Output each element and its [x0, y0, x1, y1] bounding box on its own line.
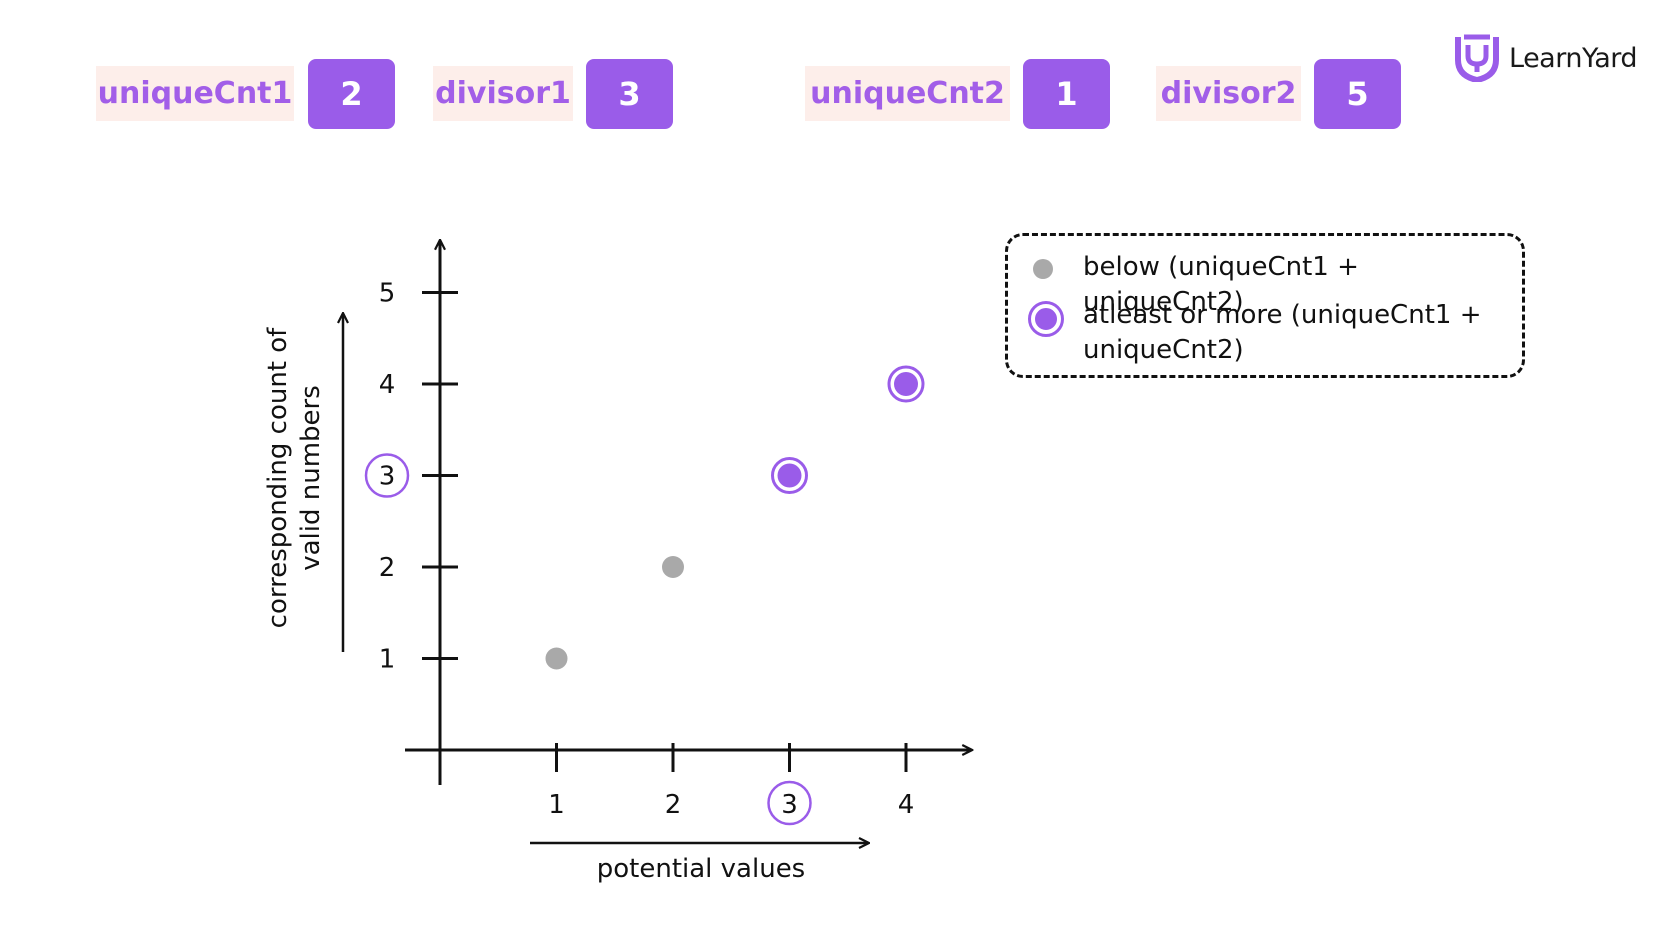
divisor1-value: 3	[586, 59, 673, 129]
data-point-atleast	[771, 457, 808, 494]
uniquecnt2-value: 1	[1023, 59, 1110, 129]
point-fill	[894, 372, 918, 396]
uniquecnt1-value: 2	[308, 59, 395, 129]
chart-legend: below (uniqueCnt1 + uniqueCnt2) atleast …	[1005, 233, 1525, 378]
logo-text: LearnYard	[1509, 42, 1638, 74]
divisor2-label: divisor2	[1156, 66, 1301, 121]
chart-axes	[405, 241, 971, 785]
y-tick-label: 2	[379, 553, 396, 583]
y-tick-label: 4	[379, 370, 396, 400]
x-tick-label: 2	[665, 790, 682, 820]
y-axis-label-line: valid numbers	[296, 385, 326, 571]
y-tick-label: 5	[379, 279, 396, 309]
y-tick-label: 3	[379, 462, 396, 492]
y-tick-highlight-ring	[364, 453, 410, 498]
legend-item-atleast: atleast or more (uniqueCnt1 + uniqueCnt2…	[1008, 298, 1522, 373]
divisor1-label: divisor1	[433, 66, 573, 121]
purple-ring-dot-icon	[1028, 301, 1064, 337]
y-tick-label: 1	[379, 645, 396, 675]
divisor2-value: 5	[1314, 59, 1401, 129]
legend-item-label: below (uniqueCnt1 + uniqueCnt2)	[1083, 252, 1359, 317]
x-axis-label: potential values	[597, 854, 805, 884]
chart-axis-labels: potential values corresponding count of va…	[263, 314, 868, 884]
learnyard-logo: LearnYard	[1455, 32, 1638, 84]
x-tick-label: 4	[898, 790, 915, 820]
y-axis-label-line: corresponding count of	[263, 327, 293, 628]
uniquecnt2-label: uniqueCnt2	[805, 66, 1010, 121]
legend-item-label: atleast or more (uniqueCnt1 + uniqueCnt2…	[1083, 300, 1482, 365]
legend-item-below: below (uniqueCnt1 + uniqueCnt2)	[1008, 250, 1522, 317]
data-point-below	[662, 556, 684, 578]
shield-y-logo-icon	[1455, 34, 1499, 82]
x-tick-highlight-ring	[767, 780, 812, 826]
uniquecnt1-label: uniqueCnt1	[96, 66, 294, 121]
chart-ticks: 1 2 3 4 1 2 3 4 5	[364, 279, 915, 826]
gray-dot-icon	[1033, 259, 1053, 279]
x-tick-label: 1	[548, 790, 565, 820]
point-fill	[777, 463, 802, 488]
y-axis-label: corresponding count of valid numbers	[263, 327, 326, 628]
x-tick-label: 3	[781, 790, 798, 820]
chart-points	[545, 365, 925, 670]
data-point-atleast	[887, 365, 925, 403]
data-point-below	[545, 647, 568, 670]
